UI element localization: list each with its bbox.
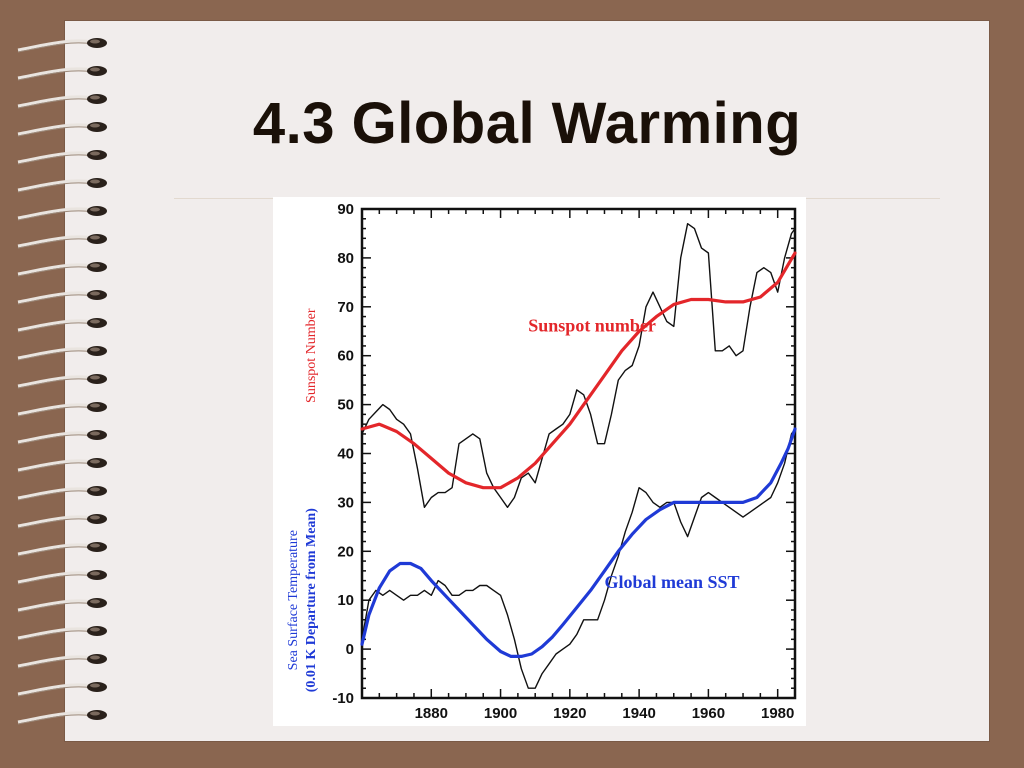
- spiral-ring-icon: [17, 318, 107, 333]
- y-tick-label: 60: [337, 348, 354, 365]
- spiral-ring-icon: [17, 262, 107, 277]
- x-tick-label: 1960: [692, 705, 725, 722]
- spiral-ring-icon: [17, 486, 107, 501]
- spiral-ring-icon: [17, 626, 107, 641]
- spiral-ring-icon: [17, 682, 107, 697]
- y-tick-label: 10: [337, 592, 354, 609]
- x-tick-label: 1920: [553, 705, 586, 722]
- annotation-sst: Global mean SST: [604, 572, 739, 592]
- page-title: 4.3 Global Warming: [252, 91, 802, 156]
- spiral-ring-icon: [17, 66, 107, 81]
- annotation-sunspot: Sunspot number: [528, 315, 656, 335]
- spiral-ring-icon: [17, 542, 107, 557]
- spiral-ring-icon: [17, 598, 107, 613]
- spiral-ring-icon: [17, 178, 107, 193]
- spiral-ring-icon: [17, 206, 107, 221]
- series-line-sunspot-smooth: [360, 251, 797, 490]
- y-tick-label: 30: [337, 494, 354, 511]
- chart: 1880 1900 1920 1940 1960 1980 -10 0 10 20 30 40 50 60…: [286, 201, 797, 722]
- spiral-ring-icon: [17, 570, 107, 585]
- spiral-ring-icon: [17, 234, 107, 249]
- series-line-sst-smooth: [360, 427, 797, 658]
- y-tick-label: -10: [332, 690, 354, 707]
- spiral-ring-icon: [17, 122, 107, 137]
- spiral-ring-icon: [17, 514, 107, 529]
- spiral-ring-icon: [17, 374, 107, 389]
- spiral-ring-icon: [17, 290, 107, 305]
- x-tick-label: 1900: [484, 705, 517, 722]
- series-line-sst-raw: [361, 428, 796, 689]
- spiral-ring-icon: [17, 402, 107, 417]
- spiral-ring-icon: [17, 38, 107, 53]
- y-tick-label: 90: [337, 201, 354, 218]
- y-tick-label: 40: [337, 446, 354, 463]
- y-tick-label: 0: [346, 641, 354, 658]
- spiral-binding-icon: [17, 38, 107, 725]
- x-tick-label: 1980: [761, 705, 794, 722]
- y-axis-label-sunspot: Sunspot Number: [304, 308, 319, 403]
- spiral-ring-icon: [17, 710, 107, 725]
- svg-text:Sea Surface Temperature(0.01 K: Sea Surface Temperature (0.01 K Departure…: [286, 508, 319, 692]
- series-line-sunspot-raw: [361, 223, 796, 508]
- x-tick-label: 1880: [415, 705, 448, 722]
- spiral-ring-icon: [17, 94, 107, 109]
- y-tick-label: 20: [337, 543, 354, 560]
- x-tick-label: 1940: [622, 705, 655, 722]
- y-tick-label: 80: [337, 250, 354, 267]
- chart-container: 1880 1900 1920 1940 1960 1980 -10 0 10 20 30 40 50 60…: [273, 197, 806, 726]
- spiral-ring-icon: [17, 458, 107, 473]
- spiral-ring-icon: [17, 150, 107, 165]
- y-tick-label: 70: [337, 299, 354, 316]
- y-axis-label-sst: Sea Surface Temperature (0.01 K Departure…: [286, 508, 319, 692]
- spiral-ring-icon: [17, 346, 107, 361]
- spiral-ring-icon: [17, 430, 107, 445]
- y-tick-label: 50: [337, 397, 354, 414]
- spiral-ring-icon: [17, 654, 107, 669]
